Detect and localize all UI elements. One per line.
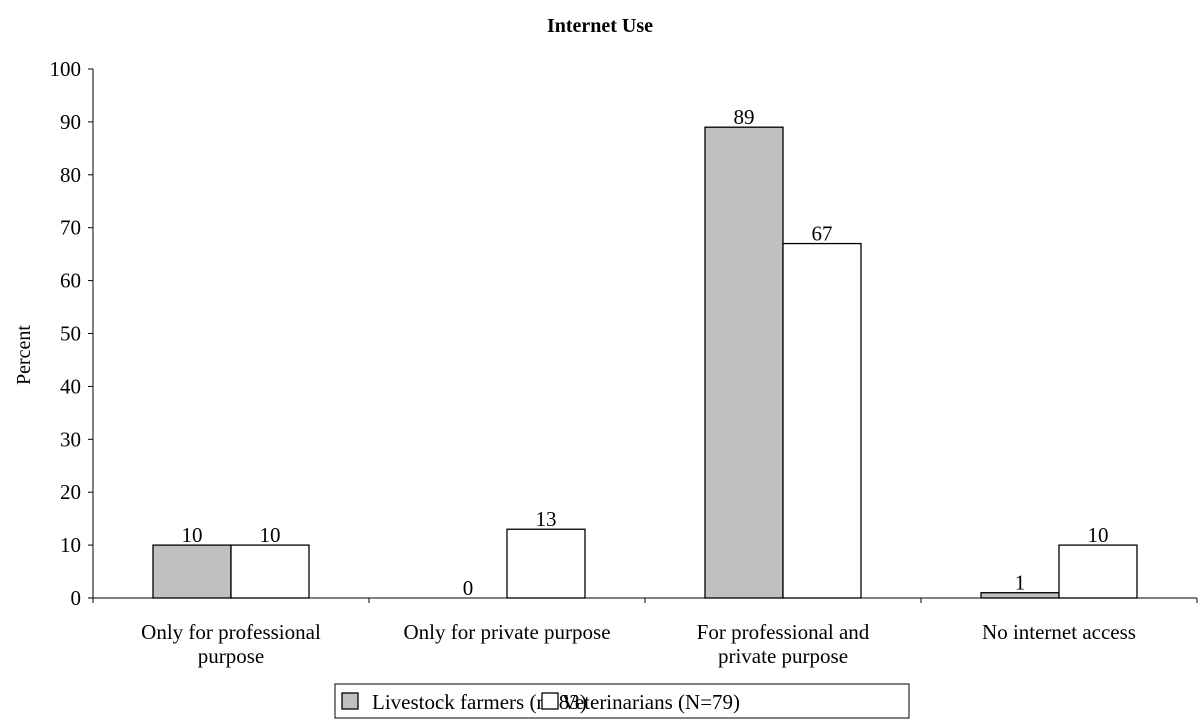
data-label: 0 — [463, 576, 474, 600]
legend-label: Veterinarians (N=79) — [562, 690, 740, 714]
data-label: 1 — [1015, 571, 1026, 595]
bar — [782, 242, 862, 599]
x-tick-label: Only for professional — [141, 620, 321, 644]
x-tick-label: purpose — [198, 644, 265, 668]
legend-swatch — [541, 692, 559, 710]
x-tick-label: No internet access — [982, 620, 1136, 644]
bar — [1058, 544, 1138, 599]
data-label: 13 — [536, 507, 557, 531]
y-tick-label: 30 — [60, 427, 81, 451]
data-label: 89 — [734, 105, 755, 129]
legend: Livestock farmers (n=83)Veterinarians (N… — [334, 683, 910, 719]
y-tick-label: 80 — [60, 163, 81, 187]
y-tick-label: 90 — [60, 110, 81, 134]
bar — [704, 126, 784, 599]
x-tick-label: Only for private purpose — [403, 620, 610, 644]
y-axis-title: Percent — [13, 325, 35, 385]
bar — [506, 528, 586, 599]
x-tick-label: private purpose — [718, 644, 848, 668]
y-tick-label: 0 — [71, 586, 82, 610]
legend-swatch — [341, 692, 359, 710]
data-label: 67 — [812, 222, 833, 246]
data-label: 10 — [260, 523, 281, 547]
chart-title: Internet Use — [547, 15, 653, 37]
y-tick-label: 100 — [50, 57, 82, 81]
data-label: 10 — [182, 523, 203, 547]
bar — [152, 544, 232, 599]
x-tick-label: For professional and — [697, 620, 870, 644]
legend-frame — [334, 683, 910, 719]
bar — [230, 544, 310, 599]
y-tick-label: 20 — [60, 480, 81, 504]
y-tick-label: 10 — [60, 533, 81, 557]
y-tick-label: 50 — [60, 322, 81, 346]
y-tick-label: 70 — [60, 216, 81, 240]
y-tick-label: 40 — [60, 374, 81, 398]
data-label: 10 — [1088, 523, 1109, 547]
y-tick-label: 60 — [60, 269, 81, 293]
